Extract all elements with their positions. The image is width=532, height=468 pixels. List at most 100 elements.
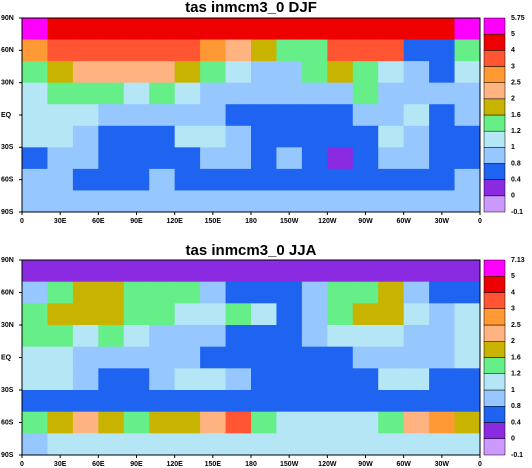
colorbar-label: 4 (511, 289, 515, 296)
grid-cell (22, 147, 48, 170)
grid-cell (123, 147, 150, 170)
grid-cell (98, 18, 125, 40)
grid-cell (454, 18, 481, 40)
x-tick-label: 0 (478, 461, 482, 468)
grid-cell (225, 260, 252, 283)
colorbar-box (483, 438, 506, 456)
x-tick-label: 90W (358, 461, 373, 468)
grid-cell (251, 303, 277, 326)
grid-cell (403, 190, 430, 213)
grid-cell (429, 325, 455, 348)
grid-cell (276, 281, 303, 304)
grid-cell (47, 39, 74, 62)
grid-cell (454, 147, 481, 170)
grid-cell (225, 346, 252, 369)
grid-cell (123, 390, 150, 413)
colorbar-label: 0 (511, 193, 515, 200)
grid-cell (123, 125, 150, 148)
grid-cell (352, 346, 379, 369)
grid-cell (429, 368, 455, 391)
grid-cell (301, 433, 328, 456)
grid-cell (251, 168, 277, 191)
grid-cell (22, 61, 48, 84)
x-tick-label: 120W (318, 218, 337, 225)
grid-cell (378, 82, 405, 105)
grid-cell (429, 82, 455, 105)
grid-cell (149, 260, 176, 283)
x-tick-label: 0 (20, 218, 24, 225)
grid-cell (378, 147, 405, 170)
y-tick-label: 30N (1, 322, 14, 329)
grid-cell (47, 281, 74, 304)
grid-cell (251, 82, 277, 105)
grid-cell (429, 168, 455, 191)
grid-cell (403, 281, 430, 304)
grid-cell (301, 368, 328, 391)
grid-cell (72, 125, 99, 148)
grid-cell (378, 168, 405, 191)
colorbar-box (483, 259, 506, 277)
grid-cell (200, 104, 226, 127)
grid-cell (22, 281, 48, 304)
grid-cell (327, 61, 354, 84)
grid-cell (72, 390, 99, 413)
colorbar-label: 3 (511, 306, 515, 313)
grid-cell (327, 82, 354, 105)
grid-cell (276, 125, 303, 148)
colorbar-label: 0.8 (511, 403, 521, 410)
grid-cell (174, 82, 201, 105)
y-tick-label: EQ (1, 112, 12, 119)
grid-cell (378, 346, 405, 369)
grid-cell (200, 368, 226, 391)
grid-cell (327, 168, 354, 191)
grid-cell (123, 39, 150, 62)
grid-cell (352, 260, 379, 283)
x-tick-label: 180 (245, 461, 257, 468)
grid-cell (403, 18, 430, 40)
grid-cell (72, 260, 99, 283)
grid-cell (174, 433, 201, 456)
grid-cell (403, 104, 430, 127)
y-tick-label: 90N (1, 15, 14, 22)
grid-cell (149, 147, 176, 170)
grid-cell (251, 18, 277, 40)
x-tick-label: 150E (205, 461, 222, 468)
grid-cell (98, 368, 125, 391)
grid-cell (327, 190, 354, 213)
grid-cell (403, 168, 430, 191)
grid-cell (301, 125, 328, 148)
grid-cell (98, 104, 125, 127)
grid-cell (72, 61, 99, 84)
grid-cell (225, 433, 252, 456)
grid-cell (98, 39, 125, 62)
grid-cell (276, 303, 303, 326)
colorbar-label: 2.5 (511, 80, 521, 87)
grid-cell (22, 411, 48, 434)
grid-cell (301, 104, 328, 127)
x-tick-label: 90W (358, 218, 373, 225)
grid-cell (454, 368, 481, 391)
grid-cell (149, 168, 176, 191)
grid-cell (174, 61, 201, 84)
grid-cell (454, 281, 481, 304)
grid-cell (352, 325, 379, 348)
grid-cell (149, 125, 176, 148)
grid-cell (403, 39, 430, 62)
y-tick-label: 90N (1, 257, 14, 264)
grid-cell (123, 325, 150, 348)
x-tick-label: 30E (54, 461, 67, 468)
grid-cell (429, 61, 455, 84)
grid-cell (352, 61, 379, 84)
grid-cell (429, 303, 455, 326)
x-tick-label: 60E (92, 461, 105, 468)
colorbar-label: 0 (511, 436, 515, 443)
grid-cell (276, 18, 303, 40)
grid-cell (72, 82, 99, 105)
grid-cell (301, 411, 328, 434)
grid-cell (352, 411, 379, 434)
grid-cell (251, 390, 277, 413)
grid-cell (98, 411, 125, 434)
grid-cell (98, 61, 125, 84)
grid-cell (98, 346, 125, 369)
grid-cell (352, 281, 379, 304)
